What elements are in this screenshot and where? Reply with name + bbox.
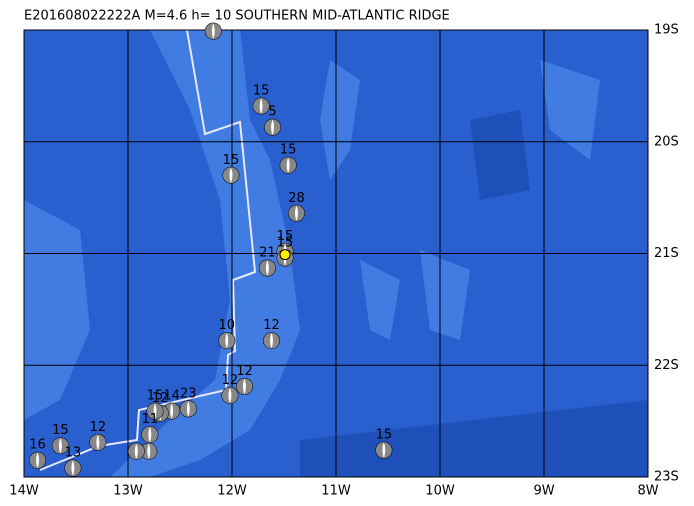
depth-label: 12 — [263, 318, 280, 333]
depth-label: 10 — [219, 318, 236, 333]
focal-mechanism — [252, 97, 270, 115]
focal-mechanism — [204, 22, 222, 40]
compression-quadrant — [64, 460, 81, 477]
depth-label: 15 — [223, 153, 240, 168]
focal-mechanism — [264, 118, 282, 136]
compression-quadrant — [259, 260, 276, 277]
compression-quadrant — [222, 167, 239, 184]
focal-mechanism — [375, 441, 393, 459]
depth-label: 14 — [163, 389, 180, 404]
compression-quadrant — [141, 426, 158, 443]
depth-label: 13 — [65, 446, 82, 461]
depth-label: 11 — [142, 412, 159, 427]
depth-label: 12 — [152, 391, 169, 406]
focal-mechanism — [258, 259, 276, 277]
compression-quadrant — [128, 443, 145, 460]
depth-label: 16 — [29, 438, 46, 453]
focal-mechanism — [222, 166, 240, 184]
compression-quadrant — [236, 378, 253, 395]
beachball — [279, 249, 291, 261]
focal-mechanism — [51, 437, 69, 455]
focal-mechanism — [279, 156, 297, 174]
x-tick-label: 8W — [637, 484, 658, 499]
compression-quadrant — [221, 387, 238, 404]
depth-label: 15 — [277, 229, 294, 244]
focal-mechanism — [29, 451, 47, 469]
y-tick-label: 19S — [654, 23, 679, 38]
focal-mechanism — [235, 377, 253, 395]
y-tick-label: 23S — [654, 470, 679, 485]
depth-label: 23 — [180, 386, 197, 401]
focal-mechanism — [146, 402, 164, 420]
depth-label: 15 — [147, 389, 164, 404]
x-tick-label: 10W — [425, 484, 455, 499]
depth-label: 28 — [288, 191, 305, 206]
x-tick-label: 11W — [321, 484, 351, 499]
compression-quadrant — [89, 434, 106, 451]
x-tick-label: 14W — [9, 484, 39, 499]
compression-quadrant — [263, 332, 280, 349]
main-event — [279, 249, 291, 261]
compression-quadrant — [280, 157, 297, 174]
compression-quadrant — [29, 452, 46, 469]
compression-quadrant — [140, 443, 157, 460]
depth-label: 15 — [52, 423, 69, 438]
focal-mechanism — [64, 459, 82, 477]
y-tick-label: 22S — [654, 358, 679, 373]
focal-mechanism — [89, 433, 107, 451]
compression-quadrant — [253, 97, 270, 114]
compression-quadrant — [52, 437, 69, 454]
y-tick-label: 21S — [654, 246, 679, 261]
x-tick-label: 12W — [217, 484, 247, 499]
x-tick-label: 13W — [113, 484, 143, 499]
focal-mechanism — [218, 332, 236, 350]
depth-label: 15 — [280, 143, 297, 158]
x-tick-label: 9W — [533, 484, 554, 499]
depth-label: 12 — [236, 364, 253, 379]
compression-quadrant — [147, 403, 164, 420]
compression-quadrant — [205, 23, 222, 40]
focal-mechanism — [179, 400, 197, 418]
focal-mechanism — [221, 386, 239, 404]
compression-quadrant — [218, 332, 235, 349]
focal-mechanism — [127, 442, 145, 460]
depth-label: 5 — [268, 105, 276, 120]
depth-label: 15 — [277, 235, 294, 250]
depth-label: 15 — [376, 428, 393, 443]
map-title: E201608022222A M=4.6 h= 10 SOUTHERN MID-… — [24, 9, 450, 24]
depth-label: 21 — [259, 246, 276, 261]
depth-label: 15 — [253, 83, 270, 98]
depth-label: 12 — [222, 373, 239, 388]
compression-quadrant — [375, 442, 392, 459]
focal-mechanism — [140, 442, 158, 460]
compression-quadrant — [288, 205, 305, 222]
focal-mechanism — [263, 332, 281, 350]
focal-mechanism — [287, 204, 305, 222]
y-tick-label: 20S — [654, 134, 679, 149]
compression-quadrant — [180, 400, 197, 417]
depth-label: 12 — [90, 420, 107, 435]
focal-mechanism — [141, 426, 159, 444]
compression-quadrant — [264, 119, 281, 136]
